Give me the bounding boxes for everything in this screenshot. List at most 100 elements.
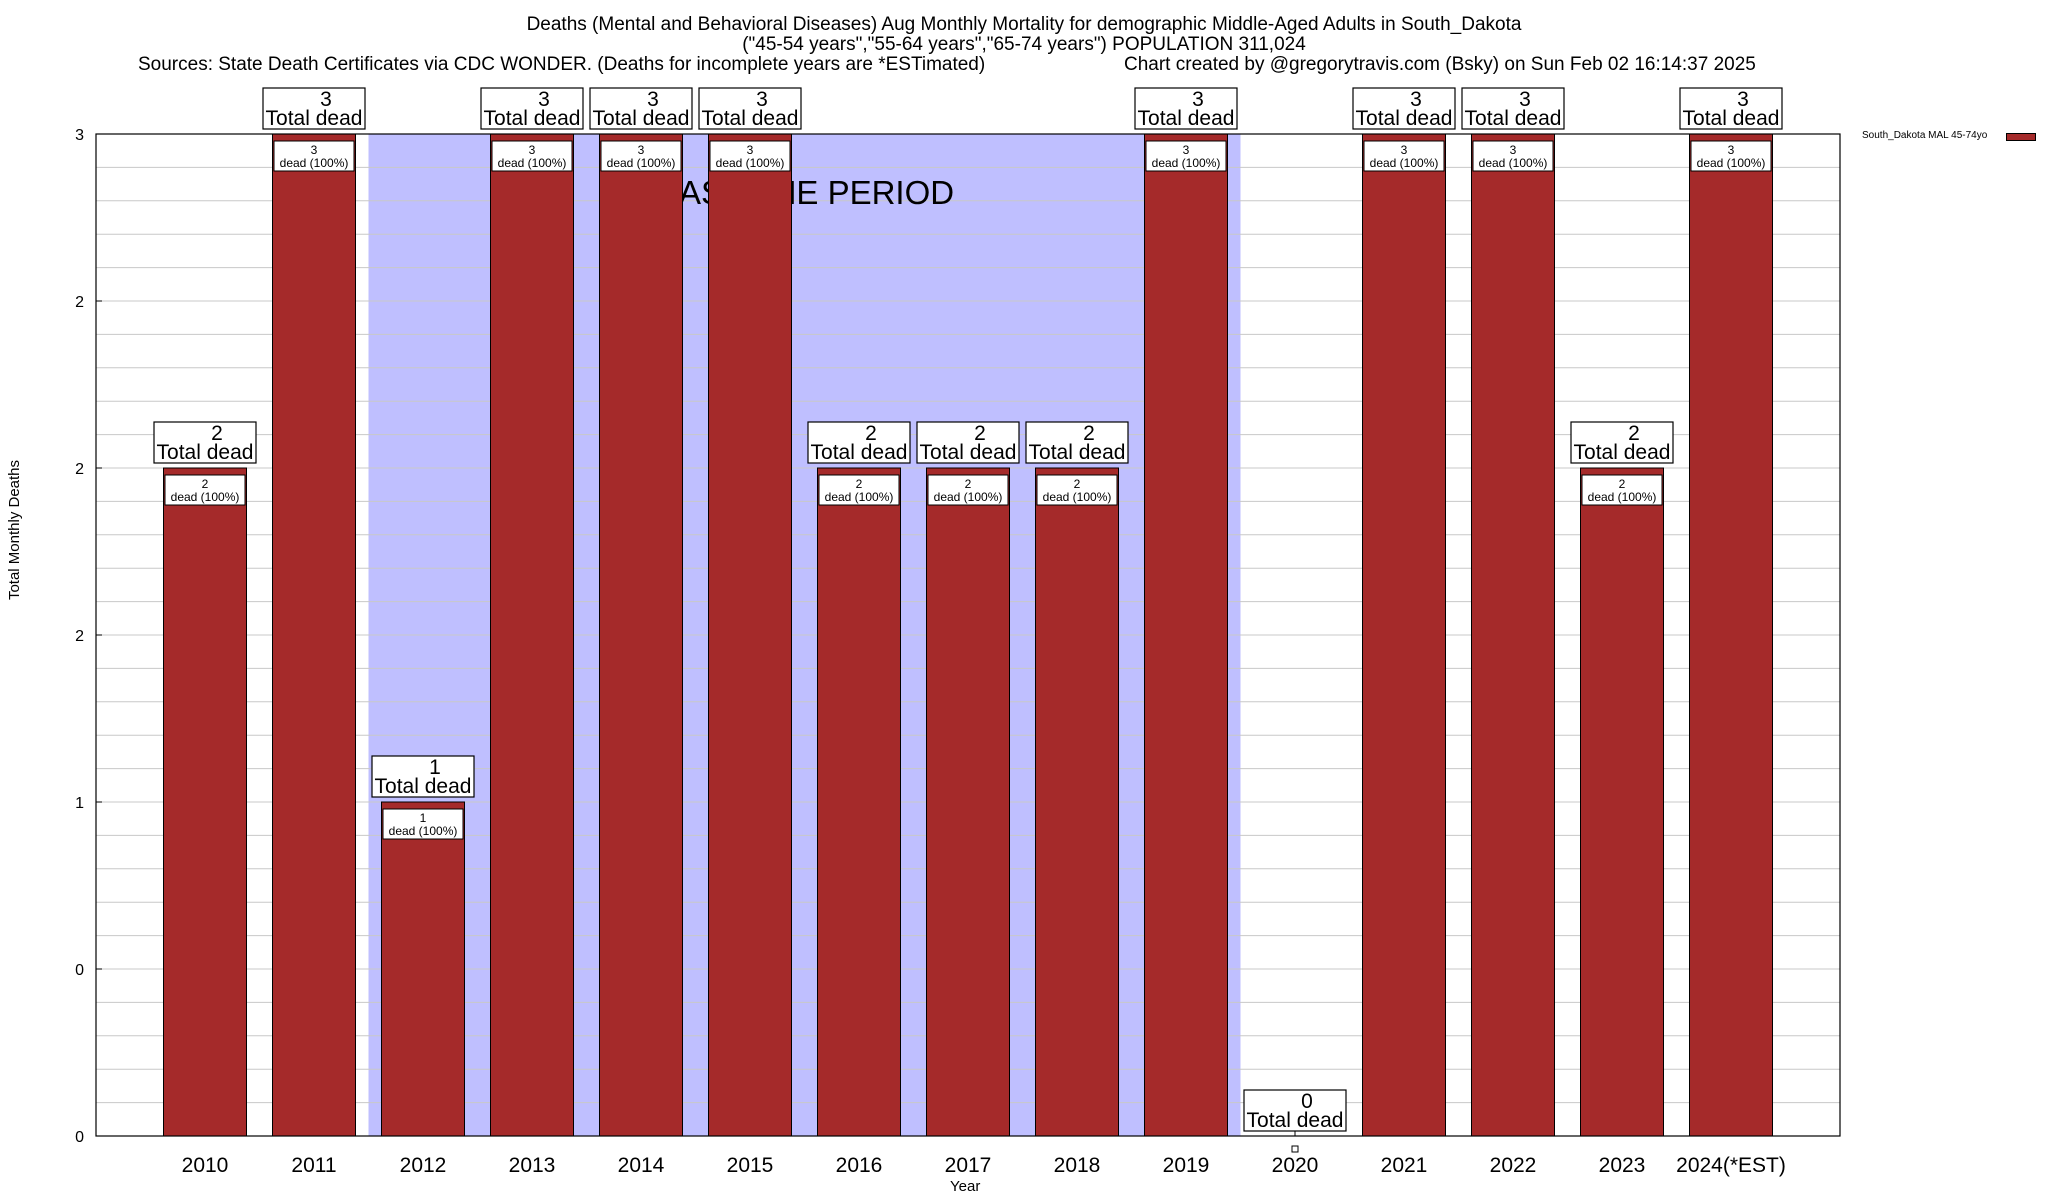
total-label-text: Total dead: [1029, 441, 1126, 464]
bar-label-box: [709, 140, 791, 172]
x-tick-label: 2023: [1599, 1154, 1646, 1177]
x-tick-label: 2015: [727, 1154, 774, 1177]
bar: [599, 133, 683, 1137]
bar-label-pct: dead (100%): [1370, 156, 1439, 170]
bar-label-box: [1036, 474, 1118, 506]
x-tick-label: 2012: [400, 1154, 447, 1177]
legend-label: South_Dakota MAL 45-74yo: [1862, 130, 1988, 141]
total-label-box: [371, 755, 475, 798]
x-tick-label: 2021: [1381, 1154, 1428, 1177]
total-label-box: [807, 421, 911, 464]
bar-label-box: [382, 808, 464, 840]
bar: [1689, 133, 1773, 1137]
total-label-count: 2: [1628, 422, 1640, 445]
y-tick-label: 2: [75, 294, 84, 311]
bar-label-count: 2: [1074, 477, 1081, 491]
bar-label-box: [1363, 140, 1445, 172]
bar-label-box: [600, 140, 682, 172]
bar-label-pct: dead (100%): [280, 156, 349, 170]
bar-label-pct: dead (100%): [716, 156, 785, 170]
total-label-box: [1243, 1089, 1347, 1132]
total-label-text: Total dead: [1247, 1109, 1344, 1132]
bar-label-box: [164, 474, 246, 506]
bar-label-count: 3: [638, 143, 645, 157]
x-tick-label: 2010: [182, 1154, 229, 1177]
total-label-text: Total dead: [1138, 107, 1235, 130]
bar-label-count: 1: [420, 811, 427, 825]
total-label-text: Total dead: [811, 441, 908, 464]
total-label-count: 2: [1083, 422, 1095, 445]
total-label-text: Total dead: [157, 441, 254, 464]
total-label-count: 3: [647, 88, 659, 111]
bar-label-count: 3: [529, 143, 536, 157]
total-label-box: [589, 87, 693, 130]
x-tick-label: 2019: [1163, 1154, 1210, 1177]
chart-title: Deaths (Mental and Behavioral Diseases) …: [526, 14, 1522, 35]
x-tick-label: 2024(*EST): [1676, 1154, 1786, 1177]
bar: [1471, 133, 1555, 1137]
total-label-text: Total dead: [920, 441, 1017, 464]
bar-label-pct: dead (100%): [1479, 156, 1548, 170]
x-tick-label: 2011: [291, 1154, 336, 1177]
total-label-count: 2: [211, 422, 223, 445]
bar-label-box: [927, 474, 1009, 506]
total-label-count: 3: [538, 88, 550, 111]
bar-label-count: 3: [1510, 143, 1517, 157]
total-label-count: 2: [974, 422, 986, 445]
bar-label-pct: dead (100%): [1043, 490, 1112, 504]
bar-label-count: 2: [856, 477, 863, 491]
bar: [163, 467, 247, 1137]
bar-label-pct: dead (100%): [607, 156, 676, 170]
bar: [1580, 467, 1664, 1137]
total-label-box: [698, 87, 802, 130]
total-label-text: Total dead: [1356, 107, 1453, 130]
bar: [490, 133, 574, 1137]
total-label-box: [1570, 421, 1674, 464]
total-label-count: 3: [1737, 88, 1749, 111]
bar: [926, 467, 1010, 1137]
bar-label-box: [1690, 140, 1772, 172]
total-label-text: Total dead: [593, 107, 690, 130]
bar-label-count: 3: [1183, 143, 1190, 157]
bar: [1035, 467, 1119, 1137]
total-label-box: [262, 87, 366, 130]
bar-label-count: 2: [202, 477, 209, 491]
bar-label-count: 3: [311, 143, 318, 157]
legend-swatch: [2006, 133, 2036, 141]
bar-label-pct: dead (100%): [1588, 490, 1657, 504]
total-label-count: 3: [756, 88, 768, 111]
bar-label-box: [1472, 140, 1554, 172]
total-label-box: [1134, 87, 1238, 130]
bar-label-pct: dead (100%): [171, 490, 240, 504]
chart-sources: Sources: State Death Certificates via CD…: [138, 54, 986, 75]
total-label-text: Total dead: [1683, 107, 1780, 130]
bar-label-count: 3: [747, 143, 754, 157]
chart-subtitle: ("45-54 years","55-64 years","65-74 year…: [742, 34, 1306, 55]
y-tick-label: 0: [75, 1129, 84, 1146]
bar-label-count: 3: [1401, 143, 1408, 157]
bar: [1144, 133, 1228, 1137]
x-tick-label: 2016: [836, 1154, 883, 1177]
x-tick-label: 2017: [945, 1154, 992, 1177]
x-axis-label: Year: [950, 1178, 981, 1195]
y-tick-label: 2: [75, 461, 84, 478]
total-label-text: Total dead: [1574, 441, 1671, 464]
total-label-text: Total dead: [702, 107, 799, 130]
bar-label-box: [1581, 474, 1663, 506]
zero-marker: [1291, 1145, 1299, 1153]
bar-label-box: [1145, 140, 1227, 172]
total-label-box: [1352, 87, 1456, 130]
total-label-box: [1679, 87, 1783, 130]
bar-label-box: [273, 140, 355, 172]
bar-label-pct: dead (100%): [825, 490, 894, 504]
total-label-text: Total dead: [1465, 107, 1562, 130]
bar-label-count: 2: [965, 477, 972, 491]
y-tick-label: 0: [75, 962, 84, 979]
bar-label-pct: dead (100%): [1152, 156, 1221, 170]
total-label-box: [153, 421, 257, 464]
plot-frame: [95, 133, 1841, 1137]
chart-credit: Chart created by @gregorytravis.com (Bsk…: [1124, 54, 1756, 75]
total-label-count: 3: [1519, 88, 1531, 111]
x-tick-label: 2014: [618, 1154, 665, 1177]
y-tick-label: 1: [75, 795, 84, 812]
